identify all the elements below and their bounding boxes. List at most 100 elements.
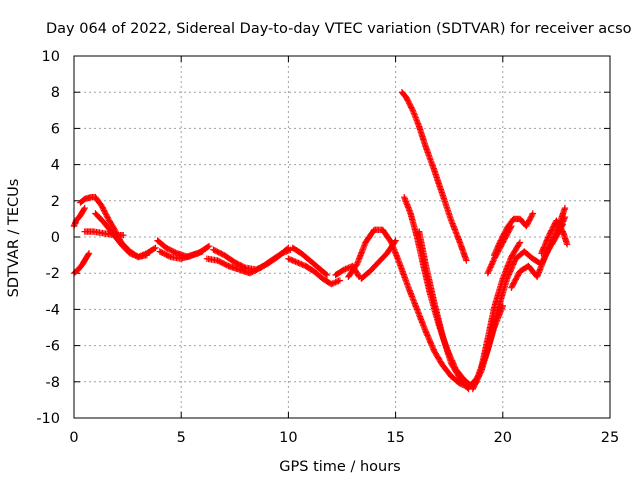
data-point-cluster [448, 373, 462, 386]
x-tick-label: 20 [494, 430, 512, 446]
data-point [120, 231, 127, 239]
data-point-cluster [422, 143, 437, 172]
data-point-cluster [491, 238, 504, 259]
y-tick-label: 0 [51, 230, 60, 246]
data-point-cluster [109, 230, 124, 247]
data-point-cluster [456, 239, 470, 263]
data-point [392, 237, 399, 244]
series-arc-j [285, 255, 344, 288]
x-tick-label: 0 [69, 430, 78, 446]
data-point-cluster [521, 248, 535, 261]
data-point-cluster [79, 254, 90, 268]
data-point-cluster [439, 192, 454, 223]
data-point-cluster [154, 237, 169, 251]
data-point [152, 244, 159, 252]
data-point [529, 210, 537, 217]
x-tick-label: 5 [177, 430, 186, 446]
data-point [205, 242, 213, 250]
data-point [463, 257, 470, 264]
data-point-cluster [263, 254, 280, 268]
data-point-cluster [100, 219, 115, 236]
y-tick-label: -8 [46, 375, 60, 391]
data-point [561, 204, 569, 212]
x-tick-label: 15 [386, 430, 404, 446]
grid [74, 56, 610, 418]
data-point-cluster [214, 257, 231, 269]
data-point-cluster [416, 228, 429, 266]
data-point-cluster [315, 264, 330, 278]
data-point [199, 248, 206, 255]
data-point-cluster [332, 267, 347, 279]
data-point-cluster [422, 260, 437, 304]
data-point-cluster [345, 262, 360, 280]
data-point-cluster [105, 215, 118, 232]
data-point-cluster [448, 217, 463, 245]
data-point-cluster [156, 248, 173, 260]
data-point [516, 239, 524, 246]
data-point-cluster [538, 231, 553, 257]
data-point-cluster [353, 240, 369, 268]
data-point-cluster [439, 333, 455, 366]
data-point-cluster [358, 269, 372, 282]
data-point-cluster [456, 375, 471, 391]
data-point [563, 241, 571, 248]
data-point-cluster [439, 362, 454, 379]
data-point-cluster [401, 194, 414, 216]
data-point-cluster [491, 277, 506, 311]
data-point-cluster [310, 268, 325, 281]
y-tick-label: 8 [51, 85, 60, 101]
data-point-cluster [72, 213, 83, 224]
data-point-cluster [548, 229, 561, 248]
data-point-cluster [379, 226, 394, 245]
data-point-cluster [431, 347, 446, 368]
tick-labels: 0 5 10 15 20 25 -10 -8 -6 -4 -2 0 2 4 6 8 10 [36, 49, 619, 446]
data-point-cluster [98, 203, 111, 221]
data-point-cluster [302, 262, 317, 274]
data-point-cluster [503, 256, 519, 282]
series-arc-o [398, 89, 470, 264]
data-point-cluster [92, 194, 105, 209]
data-point-cluster [405, 284, 420, 312]
y-tick-label: -2 [46, 266, 60, 282]
y-tick-label: 4 [51, 158, 60, 174]
data-point-cluster [77, 206, 88, 219]
y-tick-label: 2 [51, 194, 60, 210]
data-point-cluster [503, 217, 516, 232]
data-point-cluster [83, 251, 92, 261]
data-point-cluster [274, 245, 291, 261]
data-point-cluster [77, 196, 87, 206]
data-point-cluster [407, 210, 420, 239]
data-point-cluster [398, 89, 409, 100]
y-tick-label: -6 [46, 339, 60, 355]
x-axis-label: GPS time / hours [279, 459, 400, 475]
data-point-cluster [431, 166, 446, 198]
plot-frame [73, 55, 611, 419]
data-point [561, 213, 569, 221]
data-point-cluster [416, 123, 429, 149]
series-arc-q [416, 228, 472, 393]
y-tick-label: -4 [46, 302, 60, 318]
data-point-cluster [383, 238, 398, 257]
data-point-cluster [75, 262, 85, 273]
data-point-cluster [203, 255, 220, 264]
y-tick-label: -10 [36, 411, 60, 427]
x-tick-label: 10 [279, 430, 297, 446]
data-point-cluster [448, 360, 463, 381]
data-point-cluster [413, 306, 429, 333]
data-point-cluster [523, 211, 536, 230]
data-point [323, 271, 331, 279]
data-point-cluster [92, 210, 107, 225]
data-point [81, 204, 88, 212]
x-tick-label: 25 [601, 430, 619, 446]
series-arc-k [289, 244, 331, 279]
data-point-cluster [409, 107, 422, 129]
data-point-cluster [508, 240, 523, 261]
data-point-cluster [375, 251, 390, 266]
series-arc-e [92, 210, 159, 261]
series-arc-s [478, 239, 524, 371]
data-point-cluster [431, 299, 446, 339]
data-point-cluster [508, 269, 523, 291]
data-point-cluster [555, 215, 568, 235]
data-point-cluster [362, 227, 377, 246]
